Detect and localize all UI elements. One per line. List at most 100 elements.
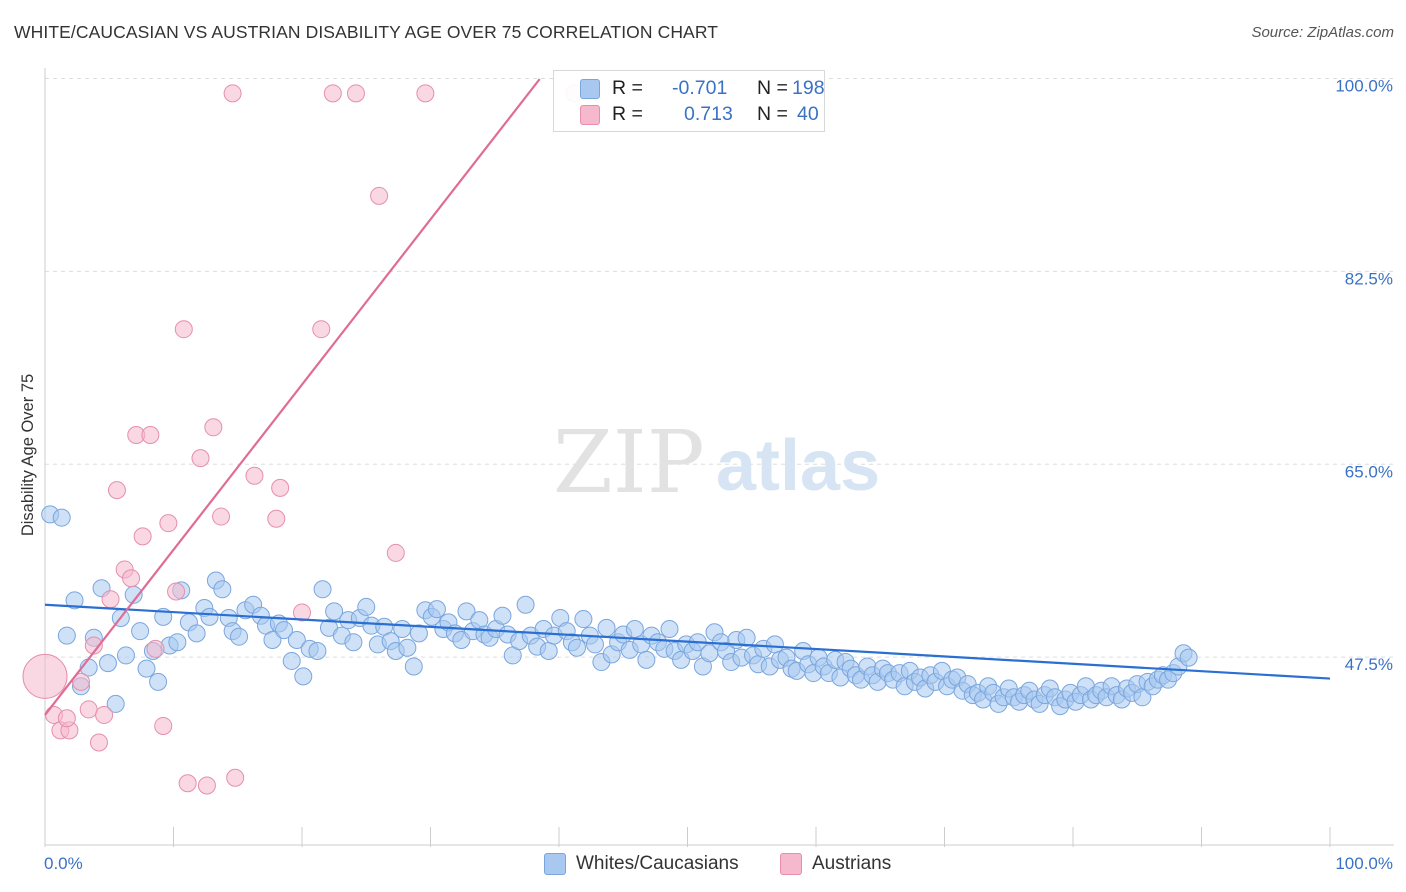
point-whites xyxy=(357,597,376,616)
point-whites xyxy=(308,642,327,661)
legend-n-label: N = xyxy=(757,76,788,99)
watermark-zip: ZIP xyxy=(553,413,705,513)
point-austrians xyxy=(141,425,160,444)
point-whites xyxy=(187,624,206,643)
grid-lines xyxy=(45,78,1394,658)
point-whites xyxy=(765,635,784,654)
point-whites xyxy=(567,638,586,657)
point-whites xyxy=(597,618,616,637)
point-whites xyxy=(275,621,294,640)
point-austrians xyxy=(71,672,90,691)
point-whites xyxy=(294,667,313,686)
point-austrians xyxy=(146,639,165,658)
point-whites xyxy=(344,633,363,652)
point-austrians xyxy=(84,636,103,655)
point-whites xyxy=(116,646,135,665)
point-whites xyxy=(457,602,476,621)
point-whites xyxy=(1179,648,1198,667)
point-whites xyxy=(313,580,332,599)
point-whites xyxy=(404,657,423,676)
point-austrians xyxy=(95,705,114,724)
series-whites-points xyxy=(41,505,1198,716)
point-whites xyxy=(213,580,232,599)
point-whites xyxy=(65,591,84,610)
point-austrians xyxy=(79,700,98,719)
point-whites xyxy=(200,607,219,626)
chart-title: WHITE/CAUCASIAN VS AUSTRIAN DISABILITY A… xyxy=(14,22,719,42)
point-whites xyxy=(398,638,417,657)
correlation-legend: R = -0.701 N = 198 R = 0.713 N = 40 xyxy=(553,70,825,132)
bottom-legend-swatch-whites xyxy=(544,853,566,875)
point-austrians xyxy=(323,84,342,103)
point-austrians xyxy=(167,582,186,601)
point-austrians xyxy=(204,418,223,437)
point-austrians xyxy=(416,84,435,103)
y-tick-label: 47.5% xyxy=(1345,655,1393,674)
point-whites xyxy=(131,622,150,641)
trend-line-austrians xyxy=(44,78,541,716)
point-whites xyxy=(57,626,76,645)
bottom-legend-label-austrians: Austrians xyxy=(812,853,892,874)
point-austrians xyxy=(197,776,216,795)
legend-n-label: N = xyxy=(757,102,788,125)
point-austrians xyxy=(271,478,290,497)
point-whites xyxy=(263,630,282,649)
y-tick-label: 82.5% xyxy=(1345,269,1393,288)
legend-r-label: R = xyxy=(612,76,643,99)
trend-line-whites xyxy=(44,603,1331,680)
legend-swatch-austrians xyxy=(580,105,600,125)
trend-lines xyxy=(44,78,1331,716)
point-austrians xyxy=(174,320,193,339)
point-austrians xyxy=(89,733,108,752)
watermark: ZIP atlas xyxy=(553,413,880,513)
y-tick-label: 100.0% xyxy=(1335,77,1393,96)
point-whites xyxy=(409,624,428,643)
point-whites xyxy=(168,633,187,652)
point-austrians xyxy=(312,320,331,339)
point-whites xyxy=(98,654,117,673)
point-whites xyxy=(493,606,512,625)
legend-r-value: -0.701 xyxy=(672,76,728,99)
point-whites xyxy=(149,672,168,691)
y-axis-label: Disability Age Over 75 xyxy=(19,374,37,536)
point-whites xyxy=(287,630,306,649)
point-whites xyxy=(282,651,301,670)
point-whites xyxy=(393,619,412,638)
point-whites xyxy=(574,610,593,629)
point-austrians xyxy=(267,509,286,528)
point-austrians xyxy=(191,449,210,468)
point-austrians xyxy=(370,186,389,205)
point-whites xyxy=(585,635,604,654)
source-label: Source: ZipAtlas.com xyxy=(1251,24,1394,41)
bottom-legend-label-whites: Whites/Caucasians xyxy=(576,853,739,874)
point-austrians xyxy=(223,84,242,103)
point-whites xyxy=(637,650,656,669)
x-tick-label: 100.0% xyxy=(1335,854,1393,873)
series-austrians-points xyxy=(22,84,584,795)
point-austrians xyxy=(212,507,231,526)
legend-r-label: R = xyxy=(612,102,643,125)
point-austrians xyxy=(22,653,68,699)
point-whites xyxy=(106,694,125,713)
legend-r-value: 0.713 xyxy=(684,102,733,125)
axes xyxy=(44,68,1394,847)
point-whites xyxy=(660,619,679,638)
legend-n-value: 40 xyxy=(797,102,819,125)
point-whites xyxy=(137,659,156,678)
y-tick-label: 65.0% xyxy=(1345,462,1393,481)
point-austrians xyxy=(57,709,76,728)
bottom-legend-swatch-austrians xyxy=(780,853,802,875)
point-austrians xyxy=(154,716,173,735)
point-whites xyxy=(625,619,644,638)
legend-swatch-whites xyxy=(580,79,600,99)
bottom-legend-whites: Whites/Caucasians xyxy=(544,852,739,876)
point-austrians xyxy=(101,590,120,609)
point-austrians xyxy=(178,774,197,793)
point-whites xyxy=(516,595,535,614)
point-austrians xyxy=(293,603,311,622)
point-austrians xyxy=(122,569,141,588)
bottom-legend-austrians: Austrians xyxy=(780,852,891,876)
point-austrians xyxy=(245,466,264,485)
point-whites xyxy=(230,627,249,646)
